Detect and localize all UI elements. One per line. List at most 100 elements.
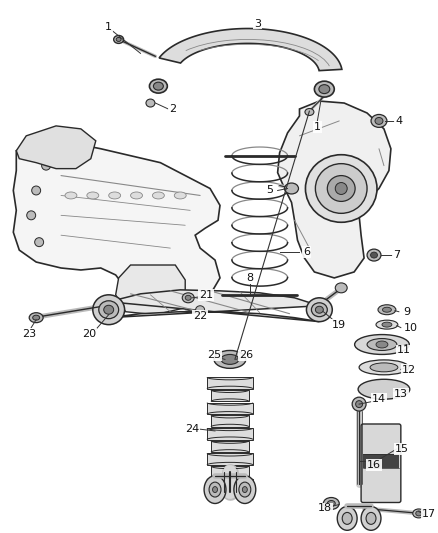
Ellipse shape bbox=[367, 249, 381, 261]
Ellipse shape bbox=[378, 305, 396, 314]
Ellipse shape bbox=[29, 313, 43, 322]
Text: 2: 2 bbox=[169, 104, 176, 114]
Polygon shape bbox=[211, 441, 249, 452]
Polygon shape bbox=[211, 415, 249, 427]
Text: 9: 9 bbox=[403, 306, 410, 317]
Ellipse shape bbox=[370, 363, 398, 372]
Text: 19: 19 bbox=[332, 320, 346, 329]
Text: 17: 17 bbox=[422, 510, 436, 520]
Text: 6: 6 bbox=[303, 247, 310, 257]
Ellipse shape bbox=[131, 192, 142, 199]
Ellipse shape bbox=[315, 306, 323, 313]
Text: 1: 1 bbox=[105, 21, 112, 31]
Text: 7: 7 bbox=[393, 250, 400, 260]
Polygon shape bbox=[109, 290, 319, 321]
Ellipse shape bbox=[382, 307, 392, 312]
Polygon shape bbox=[211, 466, 249, 478]
Polygon shape bbox=[13, 141, 220, 310]
Ellipse shape bbox=[149, 79, 167, 93]
Ellipse shape bbox=[285, 183, 298, 194]
Ellipse shape bbox=[305, 155, 377, 222]
FancyBboxPatch shape bbox=[363, 454, 399, 468]
Ellipse shape bbox=[311, 303, 327, 317]
Ellipse shape bbox=[355, 335, 409, 354]
Ellipse shape bbox=[204, 475, 226, 504]
Ellipse shape bbox=[359, 360, 409, 375]
Ellipse shape bbox=[305, 109, 314, 116]
Ellipse shape bbox=[371, 115, 387, 127]
Ellipse shape bbox=[212, 487, 218, 492]
Polygon shape bbox=[207, 428, 253, 440]
Text: 1: 1 bbox=[314, 122, 321, 132]
Ellipse shape bbox=[196, 306, 205, 314]
Ellipse shape bbox=[104, 305, 114, 314]
Polygon shape bbox=[278, 101, 391, 278]
Ellipse shape bbox=[87, 192, 99, 199]
FancyBboxPatch shape bbox=[361, 424, 401, 503]
Polygon shape bbox=[207, 454, 253, 465]
Ellipse shape bbox=[33, 315, 40, 320]
Ellipse shape bbox=[116, 37, 121, 42]
Ellipse shape bbox=[367, 338, 397, 351]
Ellipse shape bbox=[27, 211, 35, 220]
Ellipse shape bbox=[32, 186, 41, 195]
Polygon shape bbox=[207, 479, 253, 490]
Polygon shape bbox=[116, 265, 185, 314]
Ellipse shape bbox=[337, 506, 357, 530]
Ellipse shape bbox=[65, 192, 77, 199]
Ellipse shape bbox=[182, 293, 194, 303]
Text: 3: 3 bbox=[254, 19, 261, 29]
Text: 22: 22 bbox=[193, 311, 207, 321]
Text: 15: 15 bbox=[395, 444, 409, 454]
Ellipse shape bbox=[323, 497, 339, 510]
Ellipse shape bbox=[221, 354, 239, 365]
Ellipse shape bbox=[209, 482, 221, 497]
Text: 12: 12 bbox=[402, 365, 416, 375]
Text: 23: 23 bbox=[22, 328, 36, 338]
Ellipse shape bbox=[152, 192, 164, 199]
Ellipse shape bbox=[366, 512, 376, 524]
Ellipse shape bbox=[174, 192, 186, 199]
Ellipse shape bbox=[315, 164, 367, 213]
Ellipse shape bbox=[307, 298, 332, 321]
Text: 14: 14 bbox=[372, 394, 386, 404]
Ellipse shape bbox=[327, 175, 355, 201]
Ellipse shape bbox=[146, 99, 155, 107]
Ellipse shape bbox=[382, 322, 392, 327]
Polygon shape bbox=[159, 29, 342, 71]
Ellipse shape bbox=[327, 500, 335, 506]
Ellipse shape bbox=[109, 192, 120, 199]
Text: 5: 5 bbox=[266, 185, 273, 196]
Ellipse shape bbox=[42, 161, 50, 170]
Ellipse shape bbox=[416, 511, 422, 516]
Ellipse shape bbox=[342, 512, 352, 524]
Text: 21: 21 bbox=[199, 290, 213, 300]
Ellipse shape bbox=[361, 506, 381, 530]
Ellipse shape bbox=[35, 238, 44, 247]
Polygon shape bbox=[211, 390, 249, 401]
Ellipse shape bbox=[356, 401, 363, 408]
Ellipse shape bbox=[413, 509, 425, 518]
Text: 16: 16 bbox=[367, 460, 381, 470]
Polygon shape bbox=[16, 126, 96, 168]
Ellipse shape bbox=[376, 320, 398, 329]
Ellipse shape bbox=[352, 397, 366, 411]
Polygon shape bbox=[207, 377, 253, 389]
Text: 26: 26 bbox=[239, 350, 253, 360]
Text: 13: 13 bbox=[394, 389, 408, 399]
Ellipse shape bbox=[376, 341, 388, 348]
Text: 4: 4 bbox=[395, 116, 403, 126]
Ellipse shape bbox=[371, 252, 378, 258]
Ellipse shape bbox=[242, 487, 247, 492]
Ellipse shape bbox=[214, 351, 246, 368]
Text: 24: 24 bbox=[185, 424, 199, 434]
Text: 11: 11 bbox=[397, 345, 411, 356]
Ellipse shape bbox=[319, 85, 330, 94]
Ellipse shape bbox=[99, 301, 119, 319]
Ellipse shape bbox=[358, 379, 410, 399]
Ellipse shape bbox=[314, 81, 334, 97]
Ellipse shape bbox=[239, 482, 251, 497]
Polygon shape bbox=[207, 403, 253, 414]
Ellipse shape bbox=[375, 117, 383, 124]
Ellipse shape bbox=[114, 36, 124, 43]
